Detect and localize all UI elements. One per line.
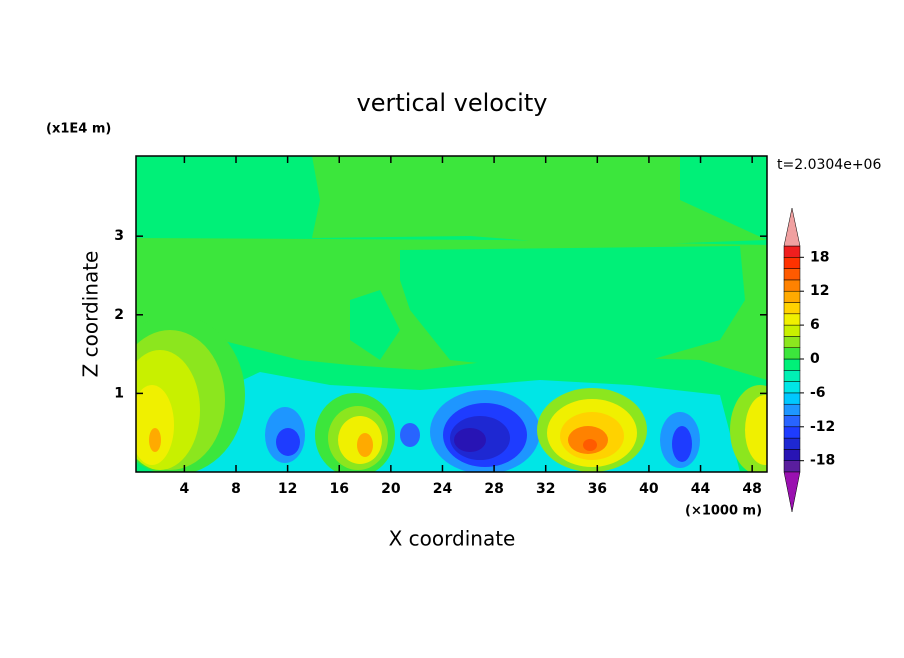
colorbar-band	[783, 336, 801, 348]
plot-frame	[135, 155, 768, 473]
x-tick-label: 32	[536, 481, 555, 497]
colorbar-band	[783, 313, 801, 326]
colorbar-band	[783, 449, 801, 461]
colorbar-tick-label: -12	[810, 419, 835, 435]
colorbar-band	[783, 257, 801, 269]
colorbar-band	[783, 392, 801, 405]
colorbar-band	[783, 381, 801, 394]
colorbar-band	[783, 370, 801, 382]
x-axis-label: X coordinate	[389, 527, 516, 551]
colorbar-band	[783, 358, 801, 371]
colorbar-tick-label: 6	[810, 317, 820, 333]
y-tick-label: 1	[114, 385, 124, 401]
x-tick-label: 40	[639, 481, 659, 497]
colorbar-band	[783, 324, 801, 337]
colorbar-band	[783, 302, 801, 315]
colorbar-band	[783, 415, 801, 428]
x-tick-label: 16	[329, 481, 348, 497]
y-unit-label: (x1E4 m)	[46, 122, 111, 137]
colorbar-band	[783, 290, 801, 303]
time-annotation: t=2.0304e+06	[777, 157, 881, 173]
y-tick-label: 3	[114, 228, 124, 244]
colorbar-tick-label: -18	[810, 453, 835, 469]
colorbar-tick-label: 0	[810, 351, 820, 367]
x-tick-label: 20	[381, 481, 401, 497]
x-tick-label: 12	[278, 481, 297, 497]
colorbar-band	[783, 426, 801, 439]
y-axis-label: Z coordinate	[79, 251, 103, 378]
colorbar-band	[783, 403, 801, 416]
colorbar-under	[783, 471, 801, 513]
y-tick-label: 2	[114, 307, 124, 323]
x-tick-label: 4	[180, 481, 190, 497]
colorbar-tick-label: -6	[810, 385, 826, 401]
chart-title: vertical velocity	[357, 89, 548, 117]
x-unit-label: (×1000 m)	[685, 504, 762, 519]
colorbar-over	[783, 207, 801, 247]
x-tick-label: 24	[433, 481, 453, 497]
colorbar-band	[783, 268, 801, 281]
colorbar-band	[783, 279, 801, 292]
colorbar-tick-label: 18	[810, 249, 829, 265]
x-tick-label: 44	[691, 481, 711, 497]
x-tick-label: 36	[588, 481, 607, 497]
x-tick-label: 8	[231, 481, 241, 497]
colorbar-band	[783, 347, 801, 360]
colorbar-band	[783, 245, 801, 258]
x-tick-label: 48	[742, 481, 761, 497]
contour-field	[136, 156, 767, 472]
colorbar-tick-label: 12	[810, 283, 829, 299]
x-tick-label: 28	[484, 481, 503, 497]
colorbar-band	[783, 460, 801, 473]
colorbar-band	[783, 437, 801, 450]
